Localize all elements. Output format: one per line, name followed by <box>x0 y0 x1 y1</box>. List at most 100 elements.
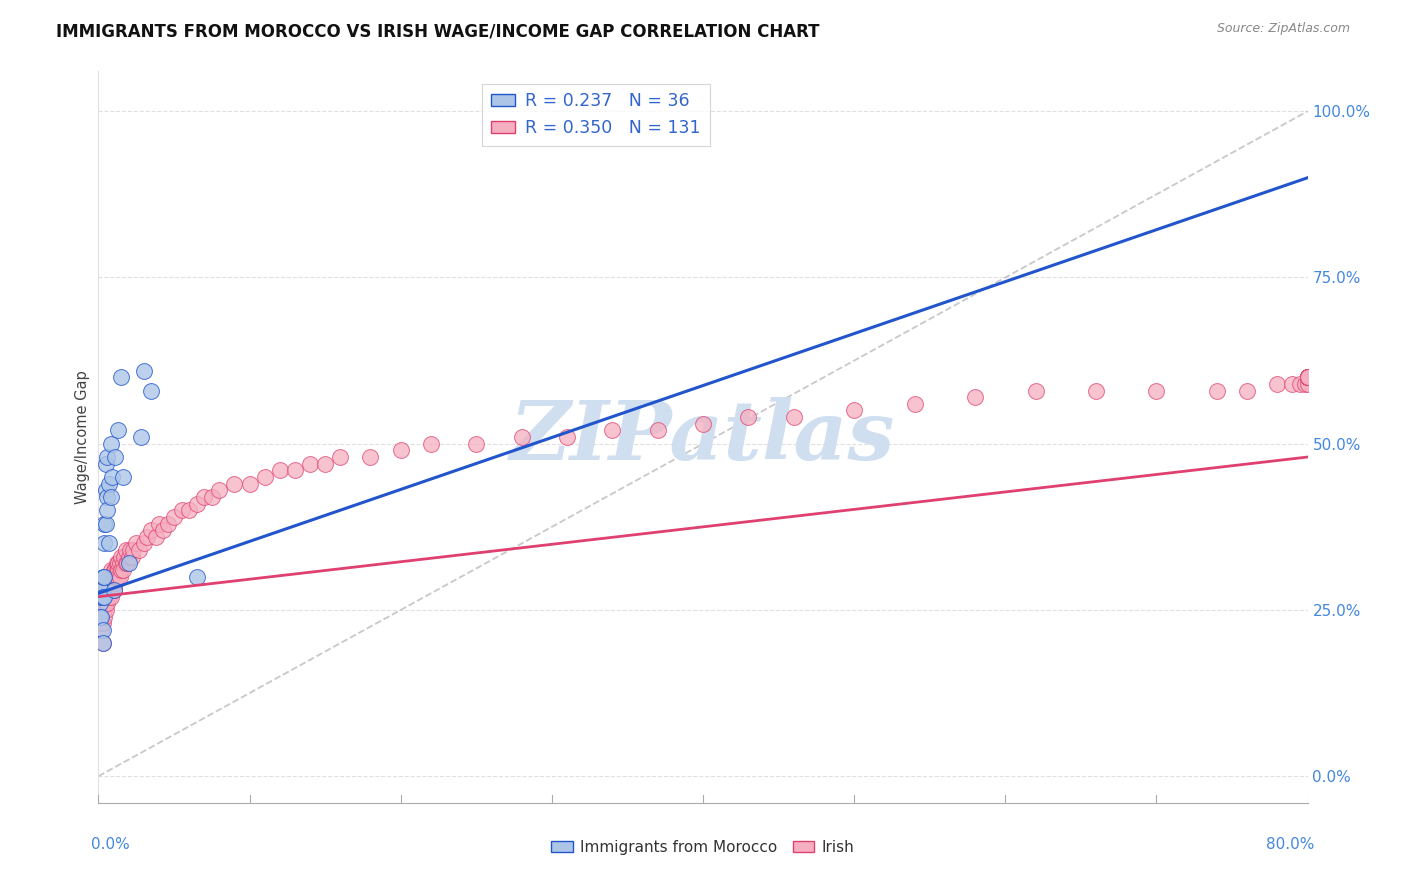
Point <box>94 603 117 617</box>
Point <box>239 476 262 491</box>
Point <box>107 570 129 584</box>
Point <box>1296 370 1319 384</box>
Text: IMMIGRANTS FROM MOROCCO VS IRISH WAGE/INCOME GAP CORRELATION CHART: IMMIGRANTS FROM MOROCCO VS IRISH WAGE/IN… <box>56 22 820 40</box>
Point <box>105 557 128 571</box>
Point <box>904 397 927 411</box>
Point <box>141 523 163 537</box>
Point <box>1296 370 1319 384</box>
Point <box>94 596 117 610</box>
Point <box>94 516 117 531</box>
Point <box>111 563 134 577</box>
Point <box>105 570 128 584</box>
Point <box>555 430 578 444</box>
Point <box>110 549 132 564</box>
Point <box>360 450 382 464</box>
Point <box>89 609 111 624</box>
Point <box>1085 384 1108 398</box>
Point <box>128 543 150 558</box>
Point <box>692 417 714 431</box>
Point <box>1296 370 1319 384</box>
Point <box>111 557 134 571</box>
Point <box>91 636 114 650</box>
Point <box>93 570 115 584</box>
Point <box>91 590 114 604</box>
Point <box>89 596 111 610</box>
Y-axis label: Wage/Income Gap: Wage/Income Gap <box>75 370 90 504</box>
Point <box>269 463 291 477</box>
Point <box>91 582 114 597</box>
Point <box>112 549 135 564</box>
Point <box>96 576 118 591</box>
Point <box>163 509 186 524</box>
Point <box>125 536 148 550</box>
Point <box>101 570 124 584</box>
Point <box>98 582 121 597</box>
Point <box>107 557 129 571</box>
Point <box>100 490 122 504</box>
Point <box>201 490 224 504</box>
Point <box>90 582 112 597</box>
Point <box>145 530 167 544</box>
Point <box>103 570 125 584</box>
Point <box>1296 370 1319 384</box>
Point <box>783 410 806 425</box>
Point <box>148 516 170 531</box>
Point <box>93 582 115 597</box>
Point <box>118 557 141 571</box>
Point <box>965 390 987 404</box>
Point <box>93 536 115 550</box>
Point <box>208 483 231 498</box>
Point <box>101 582 124 597</box>
Text: Source: ZipAtlas.com: Source: ZipAtlas.com <box>1216 22 1350 36</box>
Point <box>114 543 136 558</box>
Point <box>103 582 125 597</box>
Point <box>1267 376 1289 391</box>
Point <box>1296 370 1319 384</box>
Point <box>135 530 157 544</box>
Point <box>1296 370 1319 384</box>
Point <box>844 403 866 417</box>
Text: ZIPatlas: ZIPatlas <box>510 397 896 477</box>
Point <box>110 563 132 577</box>
Point <box>1296 370 1319 384</box>
Point <box>96 490 118 504</box>
Point <box>105 563 128 577</box>
Point <box>103 563 125 577</box>
Point <box>186 570 208 584</box>
Point <box>91 590 114 604</box>
Point <box>91 623 114 637</box>
Point <box>1296 370 1319 384</box>
Point <box>1236 384 1258 398</box>
Point <box>1296 370 1319 384</box>
Point <box>107 424 129 438</box>
Point <box>90 623 112 637</box>
Point <box>1296 370 1319 384</box>
Point <box>1296 370 1319 384</box>
Point <box>93 516 115 531</box>
Point <box>96 503 118 517</box>
Point <box>93 596 115 610</box>
Point <box>141 384 163 398</box>
Point <box>253 470 276 484</box>
Text: 80.0%: 80.0% <box>1267 837 1315 852</box>
Point <box>103 582 125 597</box>
Point <box>156 516 179 531</box>
Point <box>90 609 112 624</box>
Point <box>1296 370 1319 384</box>
Point <box>465 436 488 450</box>
Point <box>107 563 129 577</box>
Point <box>420 436 443 450</box>
Point <box>104 450 127 464</box>
Point <box>1296 370 1319 384</box>
Point <box>737 410 759 425</box>
Point <box>121 549 143 564</box>
Point <box>100 576 122 591</box>
Point <box>179 503 201 517</box>
Point <box>1144 384 1167 398</box>
Point <box>224 476 246 491</box>
Point <box>193 490 215 504</box>
Point <box>132 363 155 377</box>
Point <box>103 570 125 584</box>
Point <box>170 503 193 517</box>
Point <box>120 543 142 558</box>
